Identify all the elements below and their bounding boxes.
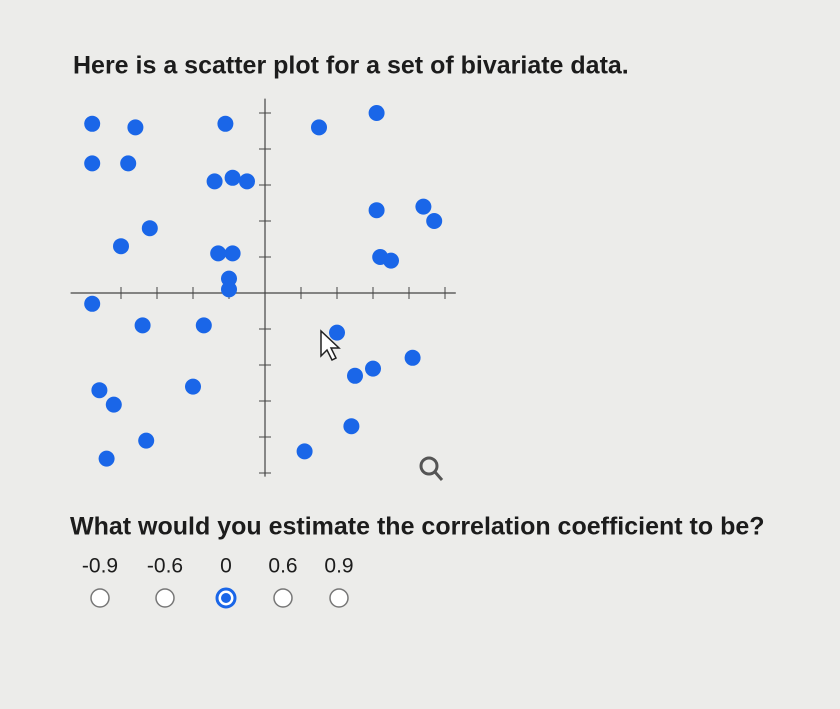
point [138, 432, 155, 449]
magnifier-icon[interactable] [419, 456, 444, 481]
point [404, 349, 421, 366]
point [195, 317, 212, 334]
point [210, 245, 227, 262]
point [383, 252, 399, 269]
point [105, 396, 122, 413]
point [347, 367, 363, 384]
option-label: -0.6 [147, 555, 183, 578]
point [311, 119, 327, 136]
point [217, 115, 234, 132]
point [296, 443, 313, 460]
point [368, 202, 385, 219]
radio-dot [221, 593, 231, 603]
point [224, 169, 241, 186]
point [343, 418, 360, 435]
option-label: 0 [220, 555, 232, 578]
point [239, 173, 255, 190]
point [206, 173, 223, 190]
prompt: What would you estimate the correlation … [70, 513, 765, 541]
point [98, 450, 115, 467]
point [415, 198, 432, 215]
point [134, 317, 151, 334]
point [185, 378, 201, 395]
point [141, 220, 158, 237]
radio[interactable] [155, 588, 175, 608]
point [91, 382, 108, 399]
point [426, 213, 443, 229]
point [120, 155, 137, 172]
point [127, 119, 144, 136]
cursor [320, 329, 341, 362]
point [329, 324, 345, 341]
radio[interactable] [90, 588, 110, 608]
point [224, 245, 241, 262]
point [84, 115, 101, 132]
option-label: -0.9 [82, 555, 118, 578]
radio[interactable] [273, 588, 293, 608]
point [368, 105, 385, 121]
point [84, 295, 101, 312]
option-label: 0.6 [268, 555, 297, 578]
option-label: 0.9 [324, 555, 353, 578]
point [221, 281, 237, 298]
radio[interactable] [329, 588, 349, 608]
point [113, 238, 129, 255]
point [365, 360, 381, 377]
question: Here is a scatter plot for a set of biva… [73, 52, 629, 80]
point [84, 155, 101, 172]
